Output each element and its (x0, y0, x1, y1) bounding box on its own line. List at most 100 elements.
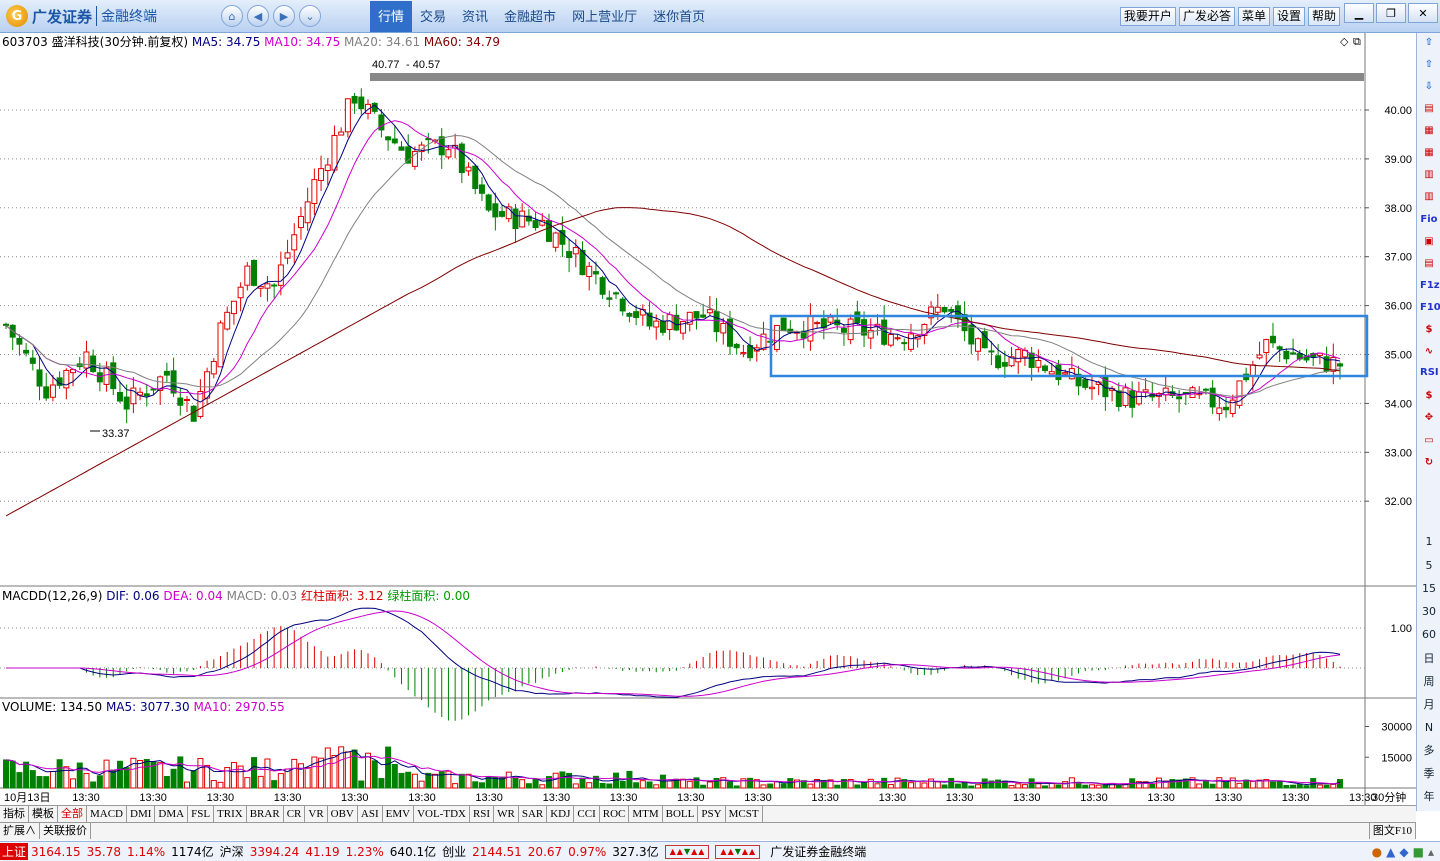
period-button-11[interactable]: 年 (1423, 790, 1435, 803)
indicator-tab-10[interactable]: VR (305, 806, 328, 822)
period-button-2[interactable]: 15 (1422, 582, 1436, 595)
restore-icon[interactable]: ❐ (1376, 3, 1406, 23)
doc-icon[interactable]: ▭ (1424, 435, 1434, 446)
cy-label[interactable]: 创业 (442, 845, 467, 859)
sub-tab-1[interactable]: 关联报价 (40, 823, 91, 839)
dollar-icon[interactable]: $ (1425, 390, 1433, 401)
tray-icon-4[interactable]: ■ (1412, 844, 1424, 859)
indicator-tab-19[interactable]: CCI (574, 806, 600, 822)
indicator-tab-21[interactable]: MTM (629, 806, 663, 822)
sub-tab-0[interactable]: 扩展∧ (0, 823, 40, 839)
indicator-tab-7[interactable]: TRIX (214, 806, 247, 822)
volume-bar (331, 755, 338, 789)
tool-button-0[interactable]: 我要开户 (1119, 7, 1176, 26)
tool-button-2[interactable]: 菜单 (1237, 7, 1270, 26)
indicator-tab-24[interactable]: MCST (726, 806, 763, 822)
f10-icon[interactable]: Fio (1420, 214, 1438, 225)
volume-bar (371, 760, 378, 789)
indicator-tab-5[interactable]: DMA (155, 806, 189, 822)
tool-button-4[interactable]: 帮助 (1307, 7, 1340, 26)
back-icon[interactable]: ◀ (247, 5, 269, 27)
down-icon[interactable]: ⇩ (1424, 81, 1434, 92)
period-button-8[interactable]: N (1424, 721, 1434, 734)
indicator-tab-1[interactable]: 模板 (29, 806, 58, 822)
move-icon[interactable]: ✥ (1424, 412, 1434, 423)
indicator-tab-2[interactable]: 全部 (58, 806, 87, 822)
candle-body (1337, 363, 1343, 367)
tray-icon-1[interactable]: ● (1371, 844, 1383, 859)
menu-item-2[interactable]: 资讯 (462, 9, 489, 24)
volume-bar (1296, 784, 1303, 789)
menu-item-4[interactable]: 网上营业厅 (572, 9, 638, 24)
f10b-icon[interactable]: F10 (1420, 302, 1440, 313)
indicator-tab-9[interactable]: CR (284, 806, 306, 822)
up-icon[interactable]: ⇧ (1424, 37, 1434, 48)
hs-label[interactable]: 沪深 (219, 845, 244, 859)
indicator-tab-18[interactable]: KDJ (547, 806, 575, 822)
list-icon[interactable]: ▤ (1424, 103, 1434, 114)
indicator-tab-14[interactable]: VOL-TDX (414, 806, 470, 822)
collapse-icon[interactable]: ⌄ (299, 5, 321, 27)
rsi-icon[interactable]: RSI (1420, 367, 1439, 378)
tray-icon-2[interactable]: ▲ (1386, 844, 1396, 859)
period-button-1[interactable]: 5 (1425, 559, 1433, 572)
period-button-9[interactable]: 多 (1423, 744, 1435, 757)
sh-label[interactable]: 上证 (0, 843, 29, 860)
up2-icon[interactable]: ⇧ (1424, 59, 1434, 70)
period-button-0[interactable]: 1 (1425, 535, 1433, 548)
tool-button-3[interactable]: 设置 (1272, 7, 1305, 26)
period-button-7[interactable]: 月 (1423, 698, 1435, 711)
candle-icon[interactable]: ▥ (1424, 169, 1434, 180)
window-icon[interactable]: ⧉ (1353, 35, 1361, 48)
fund-icon[interactable]: $ (1425, 324, 1433, 335)
indicator-tab-0[interactable]: 指标 (0, 806, 29, 822)
close-icon[interactable]: ✕ (1408, 3, 1438, 23)
indicator-tab-20[interactable]: ROC (600, 806, 630, 822)
refresh-icon[interactable]: ↻ (1424, 457, 1434, 468)
menu-item-3[interactable]: 金融超市 (504, 9, 557, 24)
indicator-tab-4[interactable]: DMI (127, 806, 156, 822)
period-button-10[interactable]: 季 (1423, 767, 1435, 780)
menu-item-0[interactable]: 行情 (370, 1, 413, 32)
selection-box[interactable] (769, 314, 1369, 378)
f10-button[interactable]: 图文F10 (1368, 823, 1416, 839)
pin-icon[interactable]: ◇ (1340, 35, 1349, 48)
period-button-6[interactable]: 周 (1423, 675, 1435, 688)
indicator-tab-13[interactable]: EMV (383, 806, 415, 822)
menu-item-5[interactable]: 迷你首页 (653, 9, 706, 24)
indicator-tab-6[interactable]: FSL (188, 806, 215, 822)
indicator-tab-17[interactable]: SAR (519, 806, 548, 822)
indicator-tab-22[interactable]: BOLL (663, 806, 699, 822)
minimize-icon[interactable]: ▁ (1344, 3, 1374, 23)
indicator-tab-23[interactable]: PSY (698, 806, 726, 822)
indicator-tab-3[interactable]: MACD (87, 806, 128, 822)
candle-body (197, 390, 204, 417)
period-button-4[interactable]: 60 (1422, 628, 1436, 641)
tool-button-1[interactable]: 广发必答 (1178, 7, 1235, 26)
period-label[interactable]: 30分钟 (1372, 790, 1406, 804)
volume-bar (505, 771, 512, 789)
period-button-3[interactable]: 30 (1422, 605, 1436, 618)
menu-item-1[interactable]: 交易 (420, 9, 447, 24)
forward-icon[interactable]: ▶ (273, 5, 295, 27)
volume-bar (619, 780, 626, 789)
candle-body (1122, 387, 1129, 406)
candle2-icon[interactable]: ▥ (1424, 191, 1434, 202)
grid2-icon[interactable]: ▦ (1424, 147, 1434, 158)
tray-icon-3[interactable]: ◆ (1399, 844, 1409, 859)
home-icon[interactable]: ⌂ (221, 5, 243, 27)
candle-body (177, 397, 184, 406)
tray-icon-5[interactable]: ▴ (1427, 844, 1434, 859)
kline-chart[interactable]: 40.00 39.00 38.00 37.00 36.00 35.00 34.00 33.00… (0, 33, 1416, 811)
book-icon[interactable]: ▤ (1424, 258, 1434, 269)
indicator-tab-11[interactable]: OBV (328, 806, 358, 822)
period-button-5[interactable]: 日 (1423, 652, 1435, 665)
indicator-tab-15[interactable]: RSI (470, 806, 495, 822)
indicator-tab-8[interactable]: BRAR (247, 806, 284, 822)
info-icon[interactable]: ▣ (1424, 236, 1434, 247)
grid-icon[interactable]: ▦ (1424, 125, 1434, 136)
indicator-tab-12[interactable]: ASI (358, 806, 383, 822)
indicator-tab-16[interactable]: WR (494, 806, 519, 822)
wave-icon[interactable]: ∿ (1424, 346, 1434, 357)
f1-icon[interactable]: F1z (1420, 280, 1440, 291)
